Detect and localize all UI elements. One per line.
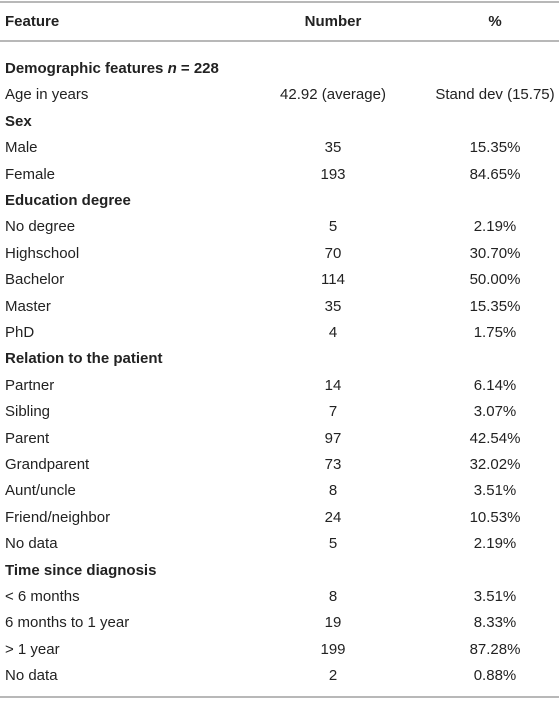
row-label: Friend/neighbor [5,508,111,526]
section-title: Sex [5,112,32,130]
cell-value: 114 [321,271,345,289]
cell-value: 30.70% [469,244,521,262]
row-label: No degree [5,218,76,236]
header-rule [0,40,559,42]
cell-value: 0.88% [473,667,517,685]
column-header: Number [304,13,362,30]
cell-value: 19 [324,614,342,632]
cell-value: 42.54% [469,429,521,447]
cell-value: 5 [328,535,338,553]
cell-value: 8 [328,482,338,500]
cell-value: 73 [324,456,342,473]
row-label: No data [5,667,58,685]
cell-value: 70 [324,244,342,262]
cell-value: 15.35% [469,297,521,315]
section-title: Relation to the patient [5,350,163,368]
row-label: Grandparent [5,456,90,473]
section-title: Education degree [5,192,131,209]
cell-value: 32.02% [469,456,521,473]
section-heading: Sex [5,112,32,132]
cell-value: 3.51% [473,588,517,605]
sample-size: = 228 [180,60,219,77]
cell-value: 35 [324,297,342,315]
section-heading: Education degree [5,191,131,211]
section-heading: Demographic features n = 228 [5,59,219,79]
cell-value: 3.51% [473,482,517,500]
column-header: % [488,13,502,30]
cell-value: 193 [320,165,346,183]
row-label: PhD [5,324,35,341]
cell-value: 10.53% [469,508,521,526]
cell-value: 14 [324,376,342,394]
section-title: Time since diagnosis [5,561,157,579]
cell-value: Stand dev (15.75) [435,86,555,104]
cell-value: 24 [324,508,342,526]
cell-value: 84.65% [469,165,521,183]
row-label: Aunt/uncle [5,482,76,500]
section-heading: Relation to the patient [5,349,163,369]
cell-value: 3.07% [473,403,517,421]
row-label: Master [5,297,51,315]
row-label: Bachelor [5,271,65,289]
row-label: Female [5,165,56,183]
top-rule [0,1,559,3]
row-label: < 6 months [5,588,80,605]
row-label: Male [5,139,38,157]
cell-value: 4 [328,324,338,341]
row-label: Age in years [5,86,89,104]
row-label: > 1 year [5,640,60,658]
cell-value: 42.92 (average) [280,86,386,104]
row-label: No data [5,535,58,553]
sample-symbol: n [167,60,177,77]
cell-value: 97 [324,429,342,447]
section-heading: Time since diagnosis [5,561,156,581]
cell-value: 15.35% [469,139,521,157]
column-header: Feature [5,13,60,30]
cell-value: 2.19% [473,535,517,553]
bottom-rule [0,696,559,698]
row-label: Highschool [5,244,80,262]
row-label: Parent [5,429,50,447]
cell-value: 8 [328,588,338,605]
cell-value: 87.28% [469,640,521,658]
cell-value: 199 [320,640,346,658]
cell-value: 2 [328,667,338,685]
row-label: Sibling [5,403,51,421]
section-title: Demographic features [5,60,164,77]
cell-value: 50.00% [469,271,521,289]
cell-value: 35 [324,139,342,157]
row-label: Partner [5,376,55,394]
cell-value: 5 [328,218,338,236]
cell-value: 8.33% [473,614,517,632]
cell-value: 1.75% [473,324,517,341]
cell-value: 2.19% [473,218,517,236]
row-label: 6 months to 1 year [5,614,130,632]
cell-value: 7 [328,403,338,421]
cell-value: 6.14% [473,376,517,394]
